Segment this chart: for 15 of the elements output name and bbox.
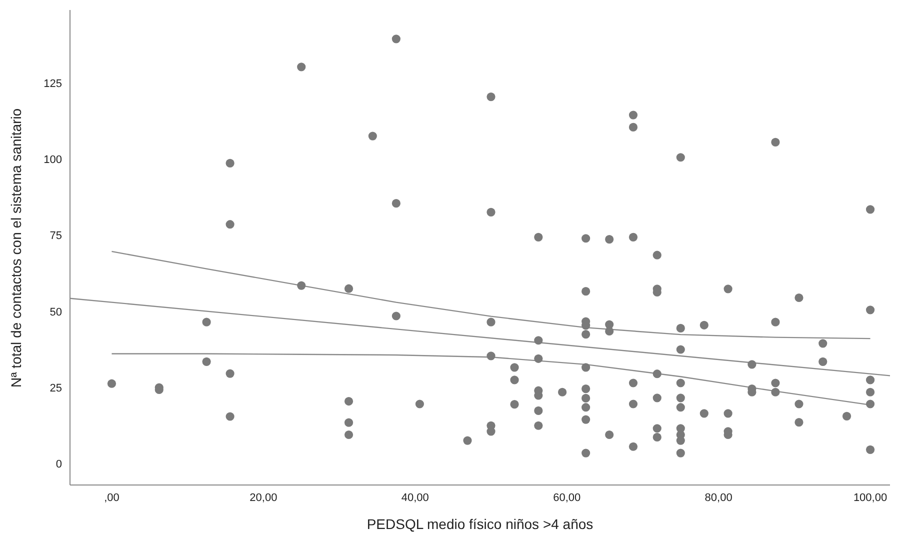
y-tick-label: 100 bbox=[44, 154, 62, 166]
x-axis-title: PEDSQL medio físico niños >4 años bbox=[366, 515, 594, 534]
x-tick-label: 60,00 bbox=[553, 492, 581, 504]
y-tick-label: 50 bbox=[50, 306, 62, 318]
y-tick-label: 25 bbox=[50, 382, 62, 394]
y-axis-title: Nª total de contactos con el sistema sanitario bbox=[8, 108, 24, 388]
x-tick-label: 20,00 bbox=[250, 492, 278, 504]
x-tick-label: ,00 bbox=[104, 492, 120, 504]
x-tick-label: 80,00 bbox=[704, 492, 732, 504]
y-tick-label: 75 bbox=[50, 230, 62, 242]
x-tick-label: 100,00 bbox=[853, 492, 888, 504]
y-tick-label: 0 bbox=[56, 458, 62, 471]
line-series bbox=[111, 250, 871, 340]
x-tick-label: 40,00 bbox=[401, 492, 429, 504]
y-tick-label: 125 bbox=[44, 78, 62, 90]
